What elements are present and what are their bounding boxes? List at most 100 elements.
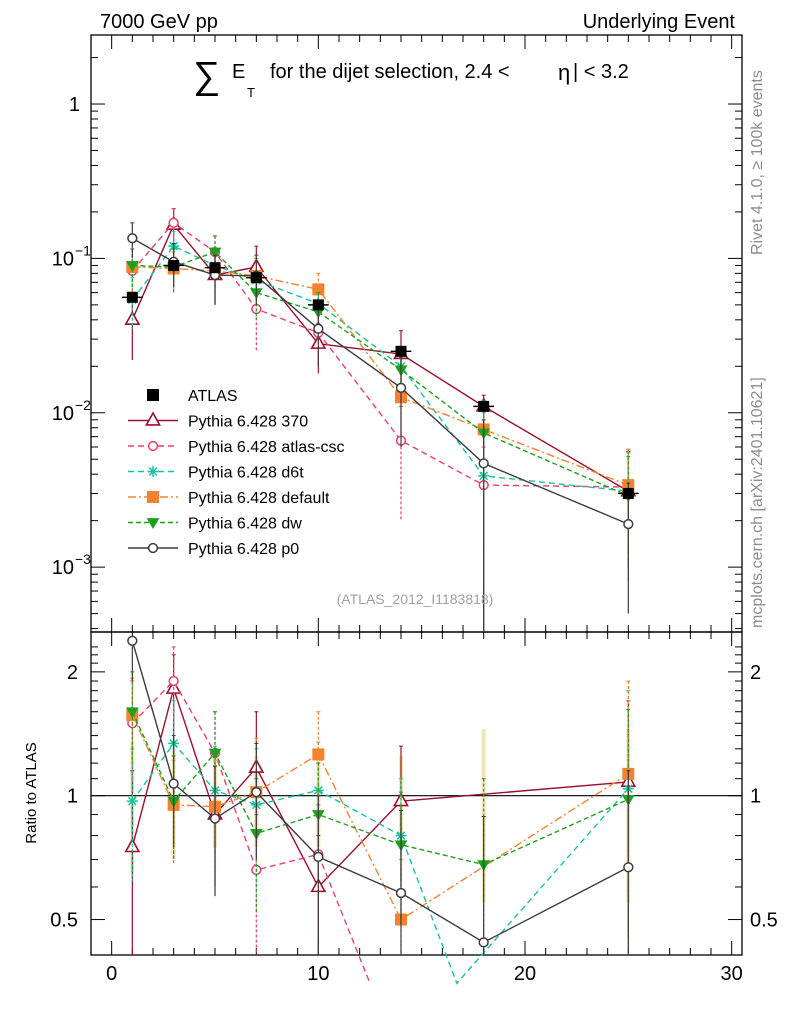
title-selection-text: for the dijet selection, 2.4 < [270, 61, 510, 83]
ratio-series-pythia-6-428-atlas-csc [127, 646, 371, 984]
ratio-series-pythia-6-428-dw [125, 671, 635, 955]
data-point [168, 259, 180, 271]
mcplots-label: mcplots.cern.ch [arXiv:2401.10621] [749, 377, 766, 628]
legend-label: Pythia 6.428 atlas-csc [188, 439, 345, 456]
data-point [312, 299, 324, 311]
legend-label: Pythia 6.428 p0 [188, 541, 299, 558]
title-et-letter: E [232, 61, 245, 83]
ratio-panel-frame [90, 631, 743, 956]
data-point [622, 487, 634, 499]
ratio-series-pythia-6-428-370 [124, 654, 637, 955]
ratio-series-group [124, 635, 637, 985]
ratio-data-point [313, 851, 324, 863]
legend-entry: Pythia 6.428 370 [128, 411, 308, 431]
ratio-y-tick-label: 1 [67, 786, 78, 808]
data-point [126, 291, 138, 303]
main-axis-ticks: 10 −310 −210 −11 [52, 35, 742, 632]
series-line [131, 245, 629, 492]
rivet-version-label: Rivet 4.1.0, ≥ 100k events [749, 70, 766, 255]
legend-entry: Pythia 6.428 atlas-csc [128, 439, 345, 456]
ratio-series-pythia-6-428-default [126, 677, 635, 955]
title-range-end: | < 3.2 [573, 61, 629, 83]
ratio-series-line [131, 742, 629, 985]
data-point [208, 247, 222, 259]
data-point [478, 400, 490, 412]
data-point [209, 262, 221, 274]
data-point [395, 345, 407, 357]
legend-marker [147, 466, 159, 477]
ratio-series-pythia-6-428-d6t [126, 690, 634, 985]
ratio-data-point [478, 937, 489, 948]
ratio-data-point [395, 887, 407, 899]
legend-marker [147, 542, 159, 554]
x-tick-label: 20 [514, 963, 536, 985]
ratio-data-point [127, 635, 138, 646]
ratio-series-line [131, 714, 629, 921]
ratio-axis-ticks: 0 10 20 30 0.5 0.5 1 1 2 2 [50, 632, 778, 985]
data-point [623, 518, 634, 530]
series-atlas [122, 259, 639, 499]
ratio-y-axis-label: Ratio to ATLAS [23, 742, 40, 843]
legend-label: Pythia 6.428 d6t [188, 465, 304, 482]
data-point [395, 382, 407, 394]
legend: ATLAS Pythia 6.428 370 Pythia 6.428 atlas-… [128, 388, 345, 558]
title-eta-symbol: η [558, 60, 570, 85]
ratio-data-point [168, 778, 179, 789]
ratio-y-tick-label-right: 2 [750, 662, 761, 684]
y-tick-label: 10 [52, 248, 74, 270]
ratio-data-point [126, 795, 138, 807]
ratio-data-point [168, 675, 179, 687]
y-tick-label: 10 [52, 403, 74, 425]
plot-frames [90, 34, 743, 956]
legend-entry: Pythia 6.428 dw [128, 516, 302, 533]
series-line [131, 237, 629, 525]
ratio-uncertainty-band [130, 729, 631, 903]
ratio-data-point [209, 813, 221, 824]
y-tick-label: 1 [69, 94, 80, 116]
ratio-data-point [251, 787, 262, 798]
legend-label: Pythia 6.428 370 [188, 414, 308, 431]
ratio-series-line [131, 640, 629, 944]
analysis-id-label: (ATLAS_2012_I1183818) [337, 591, 494, 607]
header-process-label: Underlying Event [583, 11, 736, 33]
series-pythia-6-428-d6t [126, 230, 634, 632]
plot-title: ∑ E T for the dijet selection, 2.4 < η |… [193, 55, 629, 100]
data-point [478, 458, 489, 469]
ratio-data-point [208, 748, 222, 760]
legend-label: ATLAS [188, 388, 238, 405]
x-tick-label: 10 [307, 963, 329, 985]
data-point [313, 323, 324, 334]
x-tick-label: 30 [721, 963, 743, 985]
ratio-data-point [125, 707, 139, 719]
legend-label: Pythia 6.428 dw [188, 516, 302, 533]
legend-marker [147, 491, 159, 503]
y-tick-label: 10 [52, 557, 74, 579]
title-et-subscript: T [247, 85, 255, 100]
ratio-series-line [131, 679, 371, 984]
x-tick-label: 0 [106, 963, 117, 985]
main-series-group [122, 208, 639, 632]
title-sum-symbol: ∑ [193, 55, 220, 97]
series-line [131, 223, 629, 492]
data-point [168, 217, 179, 228]
ratio-series-line [131, 686, 629, 889]
data-point [125, 261, 139, 272]
legend-entry: Pythia 6.428 p0 [128, 541, 299, 558]
y-tick-label-exponent: −3 [75, 551, 91, 567]
legend-entry: Pythia 6.428 d6t [128, 465, 304, 482]
legend-marker [147, 440, 159, 452]
data-point [127, 233, 138, 244]
ratio-data-point [312, 748, 325, 761]
series-line [132, 266, 629, 486]
ratio-y-tick-label-right: 1 [750, 786, 761, 808]
ratio-y-tick-label-right: 0.5 [750, 910, 778, 932]
header-energy-label: 7000 GeV pp [100, 11, 218, 33]
legend-entry: Pythia 6.428 default [128, 490, 330, 507]
y-tick-label-exponent: −1 [75, 242, 91, 258]
legend-marker [146, 518, 160, 529]
data-point [250, 272, 262, 284]
legend-marker [145, 411, 161, 426]
ratio-y-tick-label: 0.5 [50, 910, 78, 932]
